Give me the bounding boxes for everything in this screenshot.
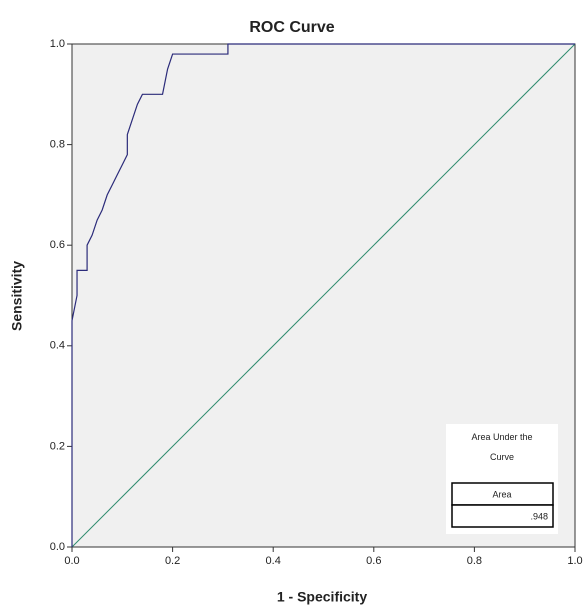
chart-title: ROC Curve — [249, 19, 334, 36]
y-tick-label: 0.4 — [50, 340, 65, 352]
table-title-line: Area Under the — [471, 432, 532, 442]
y-tick-label: 0.2 — [50, 440, 65, 452]
x-tick-label: 0.4 — [266, 555, 281, 567]
x-tick-label: 1.0 — [567, 555, 582, 567]
chart: ROC Curve 1 - Specificity Sensitivity Ar… — [0, 0, 585, 610]
table-title-line: Curve — [490, 452, 514, 462]
x-tick-label: 0.2 — [165, 555, 180, 567]
y-tick-label: 0.0 — [50, 541, 65, 553]
y-tick-label: 0.6 — [50, 239, 65, 251]
y-axis-label: Sensitivity — [9, 261, 25, 331]
table-header: Area — [492, 489, 511, 499]
table-value: .948 — [530, 511, 548, 521]
x-tick-label: 0.0 — [64, 555, 79, 567]
y-tick-label: 0.8 — [50, 139, 65, 151]
x-tick-label: 0.8 — [467, 555, 482, 567]
x-axis-label: 1 - Specificity — [277, 589, 367, 605]
x-tick-label: 0.6 — [366, 555, 381, 567]
y-tick-label: 1.0 — [50, 38, 65, 50]
